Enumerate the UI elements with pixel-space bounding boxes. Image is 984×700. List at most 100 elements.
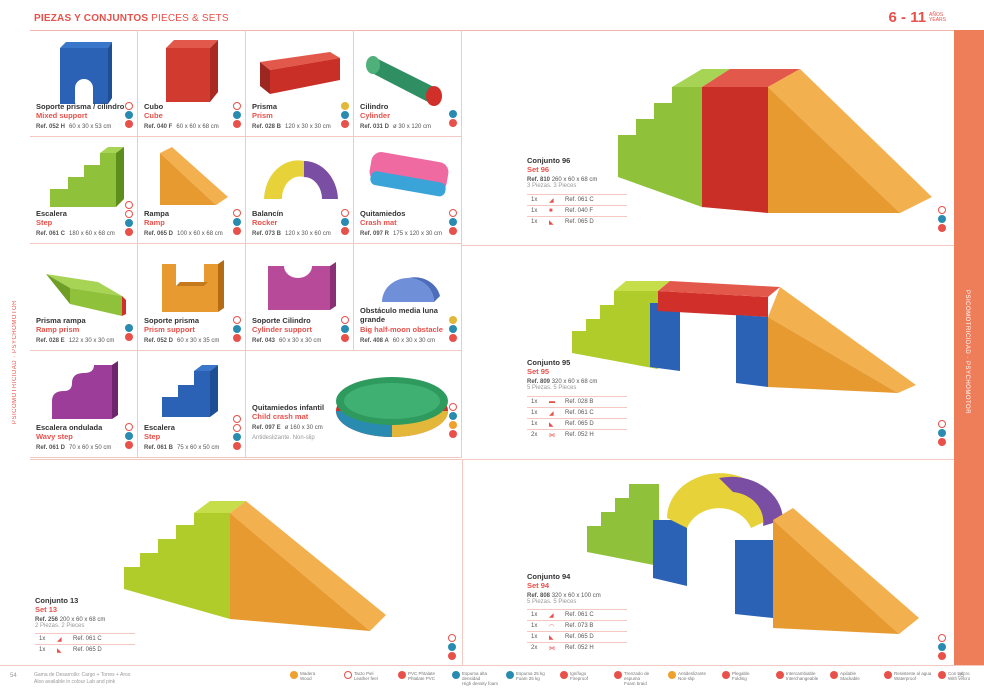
feature-icons <box>125 201 133 236</box>
non-slip-icon <box>449 421 457 429</box>
product-card[interactable]: Escalera Step Ref. 061 B 75 x 60 x 50 cm <box>138 351 246 458</box>
product-name: Soporte prisma / cilindro <box>36 102 125 111</box>
leather-icon <box>125 210 133 218</box>
legend-item: Espuma 25 kg Foam 25 kg <box>506 671 554 686</box>
crash-mat-image <box>369 152 449 197</box>
set-ref: Ref. 810 <box>527 177 551 183</box>
legend-es: Resistente al agua <box>894 671 932 676</box>
product-name: Escalera <box>36 209 67 218</box>
product-card[interactable]: Prisma Prism Ref. 028 B 120 x 30 x 30 cm <box>246 30 354 137</box>
legend-en: Fireproof <box>570 676 589 681</box>
dimensions: 180 x 60 x 68 cm <box>69 231 115 237</box>
set-name: Conjunto 95 <box>527 358 571 367</box>
product-name-en: Ramp prism <box>36 325 80 334</box>
component-row: 1x ▬ Ref. 028 B <box>527 396 627 407</box>
foam-icon <box>125 102 133 110</box>
set-name-en: Set 94 <box>527 581 550 590</box>
product-ref: Ref. 061 D 70 x 60 x 50 cm <box>36 445 111 451</box>
set-13-image <box>124 501 386 631</box>
product-ref: Ref. 408 A 60 x 30 x 30 cm <box>360 338 435 344</box>
product-name-en: Wavy step <box>36 432 73 441</box>
product-card[interactable]: Soporte Cilindro Cylinder support Ref. 0… <box>246 244 354 351</box>
component-ref: Ref. 065 D <box>565 634 594 640</box>
legend-en: Stackable <box>840 676 860 681</box>
product-card[interactable]: Prisma rampa Ramp prism Ref. 028 E 122 x … <box>30 244 138 351</box>
component-row: 1x ◣ Ref. 065 D <box>35 644 135 655</box>
legend-item: Intercambiable Interchangeable <box>776 671 824 686</box>
product-name: Cilindro <box>360 102 389 111</box>
product-name-en: Crash mat <box>360 218 397 227</box>
pvc-icon <box>938 215 946 223</box>
prism-support-image <box>162 260 224 312</box>
product-ref: Ref. 040 F 60 x 60 x 68 cm <box>144 124 219 130</box>
product-name-en: Prism support <box>144 325 195 334</box>
product-name-en: Cylinder <box>360 111 391 120</box>
product-card[interactable]: Cubo Cube Ref. 040 F 60 x 60 x 68 cm <box>138 30 246 137</box>
legend-en: Interchangeable <box>786 676 819 681</box>
set-pieces: 2 Piezas. 2 Pieces <box>35 623 85 629</box>
legend-item: Madera Wood <box>290 671 338 686</box>
pvc-icon <box>449 218 457 226</box>
legend-es: Tacto Piel <box>354 671 374 676</box>
product-card[interactable]: Quitamiedos infantil Child crash mat Ref… <box>246 351 462 458</box>
product-card[interactable]: Rampa Ramp Ref. 065 D 100 x 60 x 68 cm <box>138 137 246 244</box>
ref-code: Ref. 031 D <box>360 124 390 130</box>
qty: 1x <box>531 399 538 405</box>
page-number-left: 54 <box>10 673 17 679</box>
product-card[interactable]: Obstáculo media luna grande Big half-moo… <box>354 244 462 351</box>
cylinder-image <box>366 56 442 106</box>
product-card[interactable]: Soporte prisma / cilindro Mixed support … <box>30 30 138 137</box>
header-divider <box>30 30 954 31</box>
footer: 54 Gama de Desarrollo: Cargo + Torres + … <box>0 665 984 700</box>
age-unit-en: YEARS <box>929 16 946 23</box>
set-components: 1x ◢ Ref. 061 C 1x ■ Ref. 040 F 1x ◣ Ref. 065 … <box>527 194 627 227</box>
foam-icon <box>938 206 946 214</box>
legend-es: Ignífugo <box>570 671 587 676</box>
step-icon: ◢ <box>549 612 554 619</box>
component-ref: Ref. 073 B <box>565 623 594 629</box>
product-name: Obstáculo media luna grande <box>360 306 438 324</box>
set-dimensions: 200 x 60 x 68 cm <box>59 617 106 623</box>
footer-line-1: Gama de Desarrollo: Cargo + Torres + Aro… <box>34 672 131 678</box>
fireproof-icon <box>449 430 457 438</box>
legend-es: Plegable <box>732 671 750 676</box>
ramp-image <box>160 147 228 205</box>
qty: 1x <box>531 612 538 618</box>
set-dimensions: 260 x 60 x 68 cm <box>551 177 598 183</box>
set-name: Conjunto 94 <box>527 572 571 581</box>
qty: 1x <box>39 636 46 642</box>
pvc-icon <box>233 111 241 119</box>
fireproof-icon <box>560 671 568 679</box>
set-95-info: Conjunto 95 Set 95 Ref. 809 320 x 60 x 6… <box>527 358 627 440</box>
product-card[interactable]: Balancín Rocker Ref. 073 B 120 x 30 x 60 … <box>246 137 354 244</box>
non-slip-icon <box>668 671 676 679</box>
set-94-info: Conjunto 94 Set 94 Ref. 808 320 x 60 x 1… <box>527 572 627 653</box>
set-ref: Ref. 809 <box>527 379 551 385</box>
product-card[interactable]: Quitamiedos Crash mat Ref. 097 R 175 x 12… <box>354 137 462 244</box>
component-ref: Ref. 065 D <box>73 647 102 653</box>
folding-icon <box>722 671 730 679</box>
product-card[interactable]: Escalera ondulada Wavy step Ref. 061 D 70… <box>30 351 138 458</box>
wood-icon <box>341 102 349 110</box>
component-row: 1x ◣ Ref. 065 D <box>527 418 627 429</box>
qty: 1x <box>531 421 538 427</box>
ref-code: Ref. 097 R <box>360 231 390 237</box>
step-image <box>50 147 124 207</box>
ref-code: Ref. 073 B <box>252 231 282 237</box>
product-name: Balancín <box>252 209 284 218</box>
leather-icon <box>233 424 241 432</box>
pvc-icon <box>938 429 946 437</box>
legend-es: Antideslizante <box>678 671 707 676</box>
foam-icon <box>233 316 241 324</box>
product-name-en: Ramp <box>144 218 165 227</box>
qty: 1x <box>531 197 538 203</box>
set-components: 1x ▬ Ref. 028 B 1x ◢ Ref. 061 C 1x ◣ Ref. 065 … <box>527 396 627 440</box>
qty: 1x <box>531 410 538 416</box>
qty: 1x <box>531 219 538 225</box>
waterproof-icon <box>884 671 892 679</box>
product-card[interactable]: Escalera Step Ref. 061 C 180 x 60 x 68 cm <box>30 137 138 244</box>
